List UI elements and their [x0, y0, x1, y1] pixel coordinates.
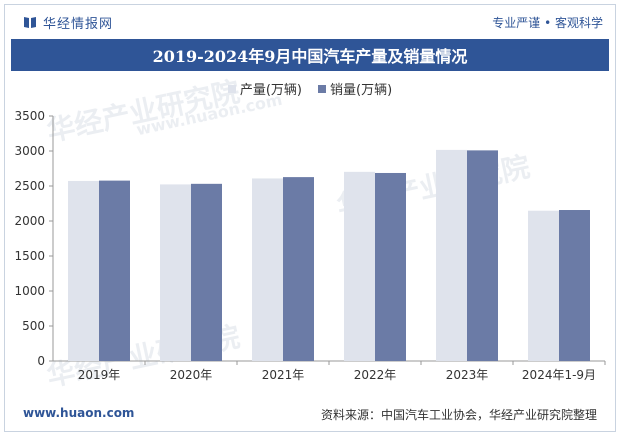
y-tick-label: 2500 [14, 179, 45, 193]
x-tick-label: 2021年 [262, 368, 305, 382]
y-tick-label: 500 [22, 319, 45, 333]
book-icon [24, 17, 36, 28]
bar-sales-3 [375, 172, 406, 361]
legend-swatch-production [227, 84, 236, 93]
footer-website: www.huaon.com [23, 406, 135, 420]
legend-label-sales: 销量(万辆) [330, 83, 393, 98]
legend-item-production: 产量(万辆) [227, 79, 302, 98]
x-tick-label: 2024年1-9月 [522, 368, 596, 382]
chart-frame: 华经情报网 专业严谨 • 客观科学 2019-2024年9月中国汽车产量及销量情… [4, 4, 616, 432]
legend-item-sales: 销量(万辆) [318, 79, 392, 98]
brand-name: 华经情报网 [43, 16, 114, 32]
x-tick-label: 2023年 [446, 368, 489, 382]
footer-source: 资料来源：中国汽车工业协会，华经产业研究院整理 [320, 408, 597, 422]
bar-production-1 [160, 184, 191, 361]
y-tick-label: 3500 [14, 109, 45, 123]
y-tick-label: 1500 [14, 249, 45, 263]
legend-swatch-sales [318, 84, 326, 93]
top-bar: 华经情报网 专业严谨 • 客观科学 [5, 5, 615, 39]
y-tick-label: 0 [37, 354, 45, 368]
chart-plot-area: 0 500 1000 1500 2000 2500 3000 3500 2019年 2020年 20… [14, 109, 606, 382]
tagline: 专业严谨 • 客观科学 [492, 15, 603, 30]
x-tick-label: 2020年 [170, 368, 213, 382]
chart-title: 2019-2024年9月中国汽车产量及销量情况 [11, 39, 609, 71]
x-tick-label: 2019年 [78, 368, 121, 382]
bar-sales-0 [99, 180, 130, 361]
bar-production-2 [252, 178, 283, 361]
bar-sales-4 [467, 150, 498, 361]
bar-production-5 [528, 210, 559, 361]
bar-sales-5 [559, 210, 590, 361]
bar-production-4 [436, 149, 467, 361]
bar-sales-2 [283, 177, 314, 361]
bar-sales-1 [191, 183, 222, 361]
brand: 华经情报网 [23, 13, 113, 32]
legend-label-production: 产量(万辆) [239, 83, 302, 98]
bar-production-0 [68, 180, 99, 361]
x-tick-label: 2022年 [354, 368, 397, 382]
y-tick-label: 3000 [14, 144, 45, 158]
bar-production-3 [344, 171, 375, 361]
chart-legend: 产量(万辆) 销量(万辆) [5, 79, 615, 98]
y-tick-label: 1000 [14, 284, 45, 298]
y-tick-label: 2000 [14, 214, 45, 228]
